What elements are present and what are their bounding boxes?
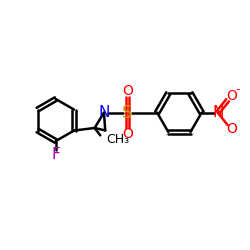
- Text: CH₃: CH₃: [106, 133, 129, 146]
- Text: O: O: [226, 89, 237, 103]
- Text: N: N: [212, 105, 224, 120]
- Text: -: -: [236, 84, 240, 96]
- Text: S: S: [122, 104, 133, 122]
- Text: O: O: [122, 127, 133, 141]
- Text: O: O: [226, 122, 237, 136]
- Text: O: O: [122, 84, 133, 98]
- Text: N: N: [98, 105, 110, 120]
- Text: F: F: [52, 147, 60, 162]
